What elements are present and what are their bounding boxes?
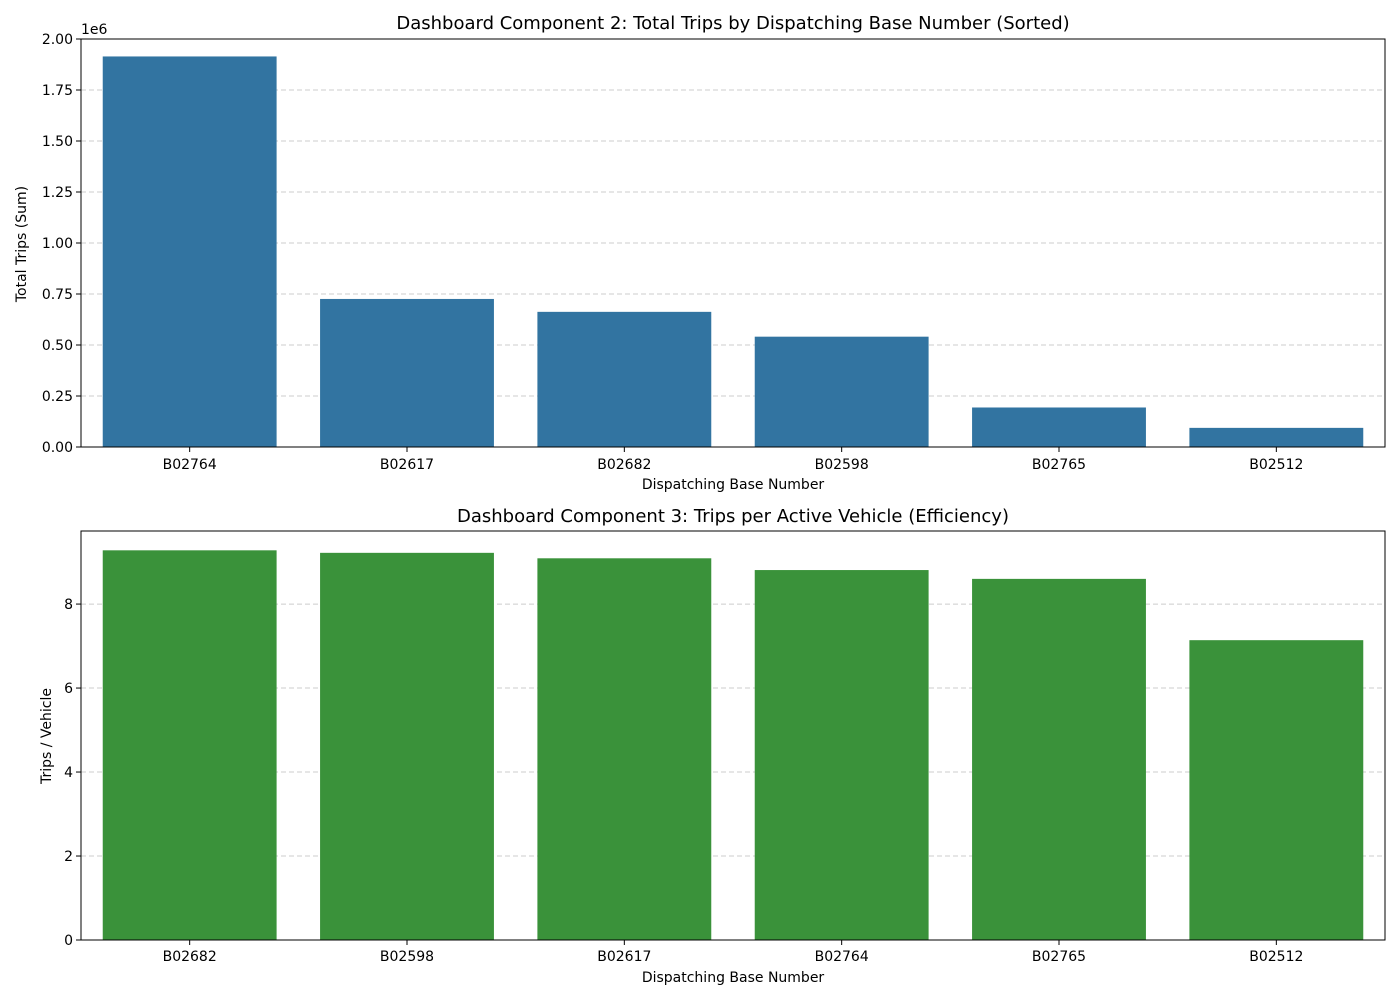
y-tick-label: 0.25 xyxy=(42,389,73,405)
x-tick-label: B02598 xyxy=(380,949,434,965)
x-tick-label: B02598 xyxy=(815,457,869,473)
x-tick-label: B02682 xyxy=(597,457,651,473)
bar-b02617 xyxy=(537,558,712,940)
bar-b02765 xyxy=(972,578,1146,940)
bar-b02512 xyxy=(1189,427,1364,447)
y-tick-label: 0.00 xyxy=(42,440,73,456)
bar-b02764 xyxy=(102,56,277,448)
x-axis-label: Dispatching Base Number xyxy=(642,477,825,493)
x-tick-label: B02617 xyxy=(380,457,434,473)
x-axis-label: Dispatching Base Number xyxy=(642,970,825,986)
y-tick-label: 0.75 xyxy=(42,287,73,303)
bar-b02598 xyxy=(320,552,494,940)
x-tick-label: B02512 xyxy=(1249,457,1303,473)
y-axis-label: Trips / Vehicle xyxy=(39,688,55,785)
x-tick-label: B02764 xyxy=(815,949,869,965)
x-tick-label: B02765 xyxy=(1032,949,1086,965)
y-tick-label: 1.75 xyxy=(42,83,73,99)
bar-b02617 xyxy=(320,298,494,447)
y-tick-label: 1.50 xyxy=(42,134,73,150)
y-axis-label: Total Trips (Sum) xyxy=(14,186,30,303)
y-tick-label: 4 xyxy=(64,765,73,781)
y-tick-label: 1.00 xyxy=(42,236,73,252)
chart-title: Dashboard Component 3: Trips per Active … xyxy=(457,506,1009,527)
bar-b02764 xyxy=(754,570,929,940)
x-tick-label: B02512 xyxy=(1249,949,1303,965)
y-tick-label: 2 xyxy=(64,849,73,865)
axes-frame xyxy=(80,530,1386,941)
bar-b02682 xyxy=(102,550,277,940)
bar-b02765 xyxy=(972,407,1146,447)
trips-per-vehicle-chart: Dashboard Component 3: Trips per Active … xyxy=(39,506,1386,986)
total-trips-chart: Dashboard Component 2: Total Trips by Di… xyxy=(14,13,1386,493)
bar-b02598 xyxy=(754,336,929,447)
bar-b02682 xyxy=(537,311,712,447)
x-tick-label: B02764 xyxy=(163,457,217,473)
bar-b02512 xyxy=(1189,640,1364,940)
y-axis-offset-label: 1e6 xyxy=(81,22,108,38)
x-tick-label: B02617 xyxy=(597,949,651,965)
y-tick-label: 0 xyxy=(64,933,73,949)
y-tick-label: 2.00 xyxy=(42,32,73,48)
x-tick-label: B02682 xyxy=(163,949,217,965)
y-tick-label: 6 xyxy=(64,681,73,697)
x-tick-label: B02765 xyxy=(1032,457,1086,473)
total-trips-plot-area: 0.00 0.25 0.50 0.75 1.00 1.25 1.50 1.75 2.00 B027… xyxy=(42,32,1386,473)
y-tick-label: 8 xyxy=(64,597,73,613)
chart-title: Dashboard Component 2: Total Trips by Di… xyxy=(396,13,1069,34)
trips-per-vehicle-plot-area: 0 2 4 6 8 B02682 B02598 B02617 B02764 B02765 B0251… xyxy=(64,530,1386,965)
y-tick-label: 0.50 xyxy=(42,338,73,354)
y-tick-label: 1.25 xyxy=(42,185,73,201)
